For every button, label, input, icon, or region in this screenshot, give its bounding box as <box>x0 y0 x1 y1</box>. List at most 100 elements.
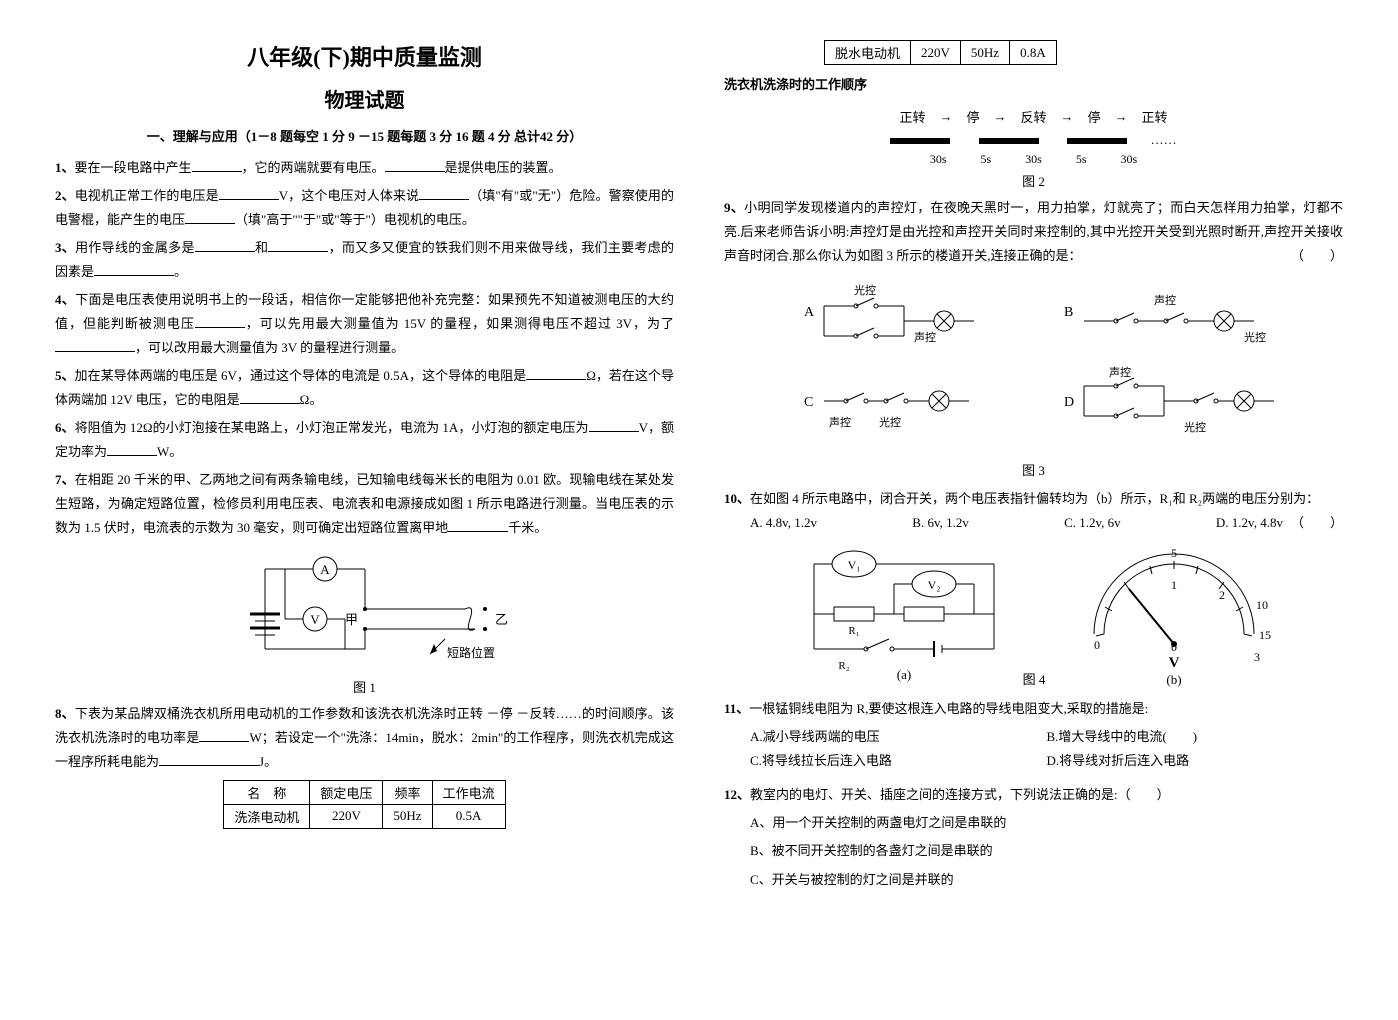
q12-t1: 教室内的电灯、开关、插座之间的连接方式，下列说法正确的是:（ ） <box>750 787 1170 802</box>
q10-optA: A. 4.8v, 1.2v <box>750 515 817 531</box>
svg-text:5: 5 <box>1171 546 1177 560</box>
q11-t1: 一根锰铜线电阻为 R,要使这根连入电路的导线电阻变大,采取的措施是: <box>749 701 1148 716</box>
tbl-h1: 名 称 <box>224 780 310 804</box>
seq-dots: …… <box>1151 132 1177 147</box>
tbl-r2c2: 220V <box>911 41 961 65</box>
q10-num: 10、 <box>724 491 750 506</box>
q1-blank1 <box>192 159 242 172</box>
figure-3-caption: 图 3 <box>724 460 1343 479</box>
tbl-h2: 额定电压 <box>310 780 383 804</box>
svg-text:(b): (b) <box>1166 672 1181 687</box>
q3-t4: 。 <box>174 264 187 279</box>
left-column: 八年级(下)期中质量监测 物理试题 一、理解与应用（1－8 题每空 1 分 9 … <box>30 40 699 980</box>
q7-t1: 在相距 20 千米的甲、乙两地之间有两条输电线，已知输电线每米长的电阻为 0.0… <box>55 472 674 535</box>
q3-t1: 用作导线的金属多是 <box>75 240 195 255</box>
q9-num: 9、 <box>724 200 744 215</box>
q8-blank1 <box>199 729 249 742</box>
q3-num: 3、 <box>55 240 75 255</box>
seq-l4: 停 <box>1088 107 1101 126</box>
q10-optD: D. 1.2v, 4.8v <box>1216 515 1283 531</box>
bar-2 <box>979 138 1039 144</box>
q11-optD: D.将导线对折后连入电路 <box>1047 749 1344 773</box>
svg-text:3: 3 <box>1254 650 1260 664</box>
tbl-r2c3: 50Hz <box>960 41 1009 65</box>
seq-l5: 正转 <box>1142 107 1168 126</box>
q3-t2: 和 <box>255 240 269 255</box>
q7-num: 7、 <box>55 472 75 487</box>
question-7: 7、在相距 20 千米的甲、乙两地之间有两条输电线，已知输电线每米长的电阻为 0… <box>55 468 674 540</box>
q5-blank2 <box>240 391 300 404</box>
bar-3 <box>1067 138 1127 144</box>
tbl-r1c4: 0.5A <box>432 804 505 828</box>
q2-t1: 电视机正常工作的电压是 <box>75 188 219 203</box>
q6-blank2 <box>107 443 157 456</box>
svg-text:声控: 声控 <box>1109 365 1131 379</box>
sequence-bars: …… <box>724 132 1343 148</box>
tbl-r2c1: 脱水电动机 <box>825 41 911 65</box>
q4-num: 4、 <box>55 292 75 307</box>
svg-text:C: C <box>804 395 813 410</box>
svg-text:乙: 乙 <box>495 612 508 627</box>
q11-options: A.减小导线两端的电压 B.增大导线中的电流( ) C.将导线拉长后连入电路 D… <box>724 725 1343 773</box>
svg-text:短路位置: 短路位置 <box>447 645 495 660</box>
question-1: 1、要在一段电路中产生，它的两端就要有电压。是提供电压的装置。 <box>55 156 674 180</box>
q2-t4: （填"高于""于"或"等于"）电视机的电压。 <box>235 212 475 227</box>
svg-text:光控: 光控 <box>854 283 876 297</box>
q9-t1: 小明同学发现楼道内的声控灯，在夜晚天黑时一，用力拍掌，灯就亮了；而白天怎样用力拍… <box>724 200 1343 263</box>
tbl-h3: 频率 <box>383 780 432 804</box>
seq-t3: 30s <box>1025 152 1042 167</box>
q5-blank1 <box>526 367 586 380</box>
title-sub: 物理试题 <box>55 84 674 113</box>
svg-text:10: 10 <box>1256 598 1268 612</box>
svg-text:V: V <box>310 612 320 627</box>
tbl-h4: 工作电流 <box>432 780 505 804</box>
svg-text:声控: 声控 <box>914 330 936 344</box>
motor-table-row1: 名 称 额定电压 频率 工作电流 洗涤电动机 220V 50Hz 0.5A <box>223 780 505 829</box>
question-10: 10、在如图 4 所示电路中，闭合开关，两个电压表指针偏转均为（b）所示，R₁和… <box>724 487 1343 511</box>
q11-optA: A.减小导线两端的电压 <box>750 725 1047 749</box>
tbl-r2c4: 0.8A <box>1010 41 1057 65</box>
sequence-diagram: 正转→ 停→ 反转→ 停→ 正转 …… 30s 5s 30s 5s 30s 图 … <box>724 107 1343 190</box>
section-1-heading: 一、理解与应用（1－8 题每空 1 分 9 －15 题每题 3 分 16 题 4… <box>55 127 674 148</box>
q12-num: 12、 <box>724 787 750 802</box>
svg-text:D: D <box>1064 395 1074 410</box>
q4-t2: ，可以先用最大测量值为 15V 的量程，如果测得电压不超过 3V，为了 <box>245 316 674 331</box>
svg-text:V: V <box>1168 655 1179 671</box>
q12-optA: A、用一个开关控制的两盏电灯之间是串联的 <box>724 811 1343 835</box>
sequence-labels: 正转→ 停→ 反转→ 停→ 正转 <box>899 107 1167 126</box>
figure-4: V₁ V₂ R₁ R₂ (a) <box>724 539 1343 689</box>
q2-blank2 <box>419 187 469 200</box>
question-6: 6、将阻值为 12Ω的小灯泡接在某电路上，小灯泡正常发光，电流为 1A，小灯泡的… <box>55 416 674 464</box>
q4-t3: ，可以改用最大测量值为 3V 的量程进行测量。 <box>135 340 404 355</box>
q2-blank3 <box>185 211 235 224</box>
tbl-r1c2: 220V <box>310 804 383 828</box>
svg-text:声控: 声控 <box>829 415 851 429</box>
svg-text:A: A <box>320 562 330 577</box>
q2-num: 2、 <box>55 188 75 203</box>
q1-blank2 <box>385 159 445 172</box>
q6-blank1 <box>589 419 639 432</box>
svg-text:甲: 甲 <box>345 612 358 627</box>
figure-3: A 光控 声控 B <box>724 276 1343 479</box>
q3-blank3 <box>94 263 174 276</box>
q2-t2: V，这个电压对人体来说 <box>279 188 419 203</box>
svg-text:声控: 声控 <box>1154 293 1176 307</box>
q12-optB: B、被不同开关控制的各盏灯之间是串联的 <box>724 839 1343 863</box>
seq-t5: 30s <box>1121 152 1138 167</box>
svg-text:光控: 光控 <box>1244 330 1266 344</box>
q1-t3: 是提供电压的装置。 <box>445 160 562 175</box>
q3-blank1 <box>195 239 255 252</box>
svg-text:15: 15 <box>1259 628 1271 642</box>
figure-1: A V 甲 乙 <box>55 549 674 669</box>
svg-text:图 4: 图 4 <box>1022 672 1045 687</box>
q1-t2: ，它的两端就要有电压。 <box>242 160 385 175</box>
figure-2-caption: 图 2 <box>724 171 1343 190</box>
question-8: 8、下表为某品牌双桶洗衣机所用电动机的工作参数和该洗衣机洗涤时正转 －停 －反转… <box>55 702 674 774</box>
svg-text:1: 1 <box>1171 578 1177 592</box>
question-3: 3、用作导线的金属多是和，而又多又便宜的铁我们则不用来做导线，我们主要考虑的因素… <box>55 236 674 284</box>
motor-table-row2: 脱水电动机 220V 50Hz 0.8A <box>824 40 1057 65</box>
svg-text:A: A <box>804 305 815 320</box>
question-11: 11、一根锰铜线电阻为 R,要使这根连入电路的导线电阻变大,采取的措施是: <box>724 697 1343 721</box>
q10-optB: B. 6v, 1.2v <box>912 515 969 531</box>
q10-t1: 在如图 4 所示电路中，闭合开关，两个电压表指针偏转均为（b）所示，R₁和 R₂… <box>750 491 1319 506</box>
